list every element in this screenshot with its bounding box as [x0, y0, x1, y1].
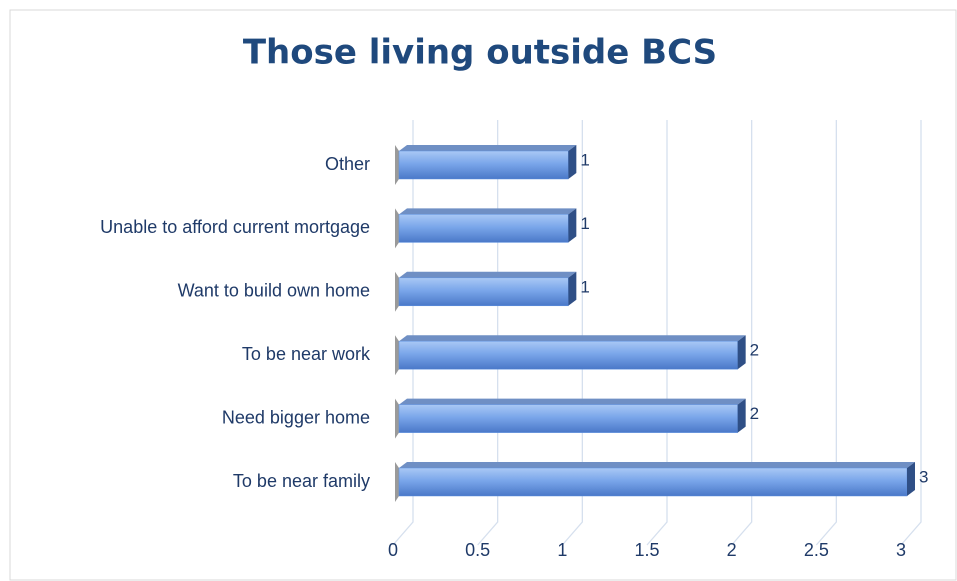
bar [398, 467, 908, 497]
bar-top [399, 271, 577, 278]
grid-line [900, 120, 922, 546]
bar-end [568, 271, 577, 306]
data-label: 2 [750, 404, 759, 423]
chart-title: Those living outside BCS [243, 33, 717, 73]
data-label: 2 [750, 341, 759, 360]
x-tick-label: 2 [727, 540, 737, 560]
bar-start [395, 335, 399, 376]
bar-top [399, 462, 915, 468]
bar-start [395, 208, 399, 249]
grid-line [561, 120, 583, 546]
bar-end [907, 462, 915, 496]
grid-line [731, 120, 753, 546]
x-tick-label: 1.5 [634, 540, 659, 560]
bar-end [568, 145, 577, 179]
data-label: 1 [580, 277, 589, 296]
bar-start [395, 271, 399, 312]
grid-line [477, 120, 499, 546]
x-tick-label: 0 [388, 540, 398, 560]
grid-line [646, 120, 668, 546]
bar [398, 214, 569, 243]
bar-top [399, 208, 577, 215]
x-tick-label: 3 [896, 540, 906, 560]
y-tick-label: Unable to afford current mortgage [100, 217, 370, 237]
y-tick-label: Other [325, 154, 370, 174]
x-tick-label: 1 [557, 540, 567, 560]
y-tick-label: Want to build own home [178, 281, 370, 301]
bar-end [737, 398, 746, 433]
bar-top [399, 145, 577, 151]
x-tick-label: 2.5 [804, 540, 829, 560]
bar [398, 404, 738, 433]
bar-top [399, 335, 746, 342]
bar-end [568, 208, 577, 243]
bar-top [399, 398, 746, 405]
bar-start [395, 145, 399, 185]
grid-line [815, 120, 837, 546]
data-label: 3 [919, 467, 928, 486]
bar [398, 277, 569, 307]
bar [398, 150, 569, 180]
x-tick-label: 0.5 [465, 540, 490, 560]
bar-start [395, 398, 399, 439]
grid-line [392, 120, 414, 546]
y-tick-label: To be near work [242, 344, 371, 364]
data-label: 1 [580, 150, 589, 169]
bar-end [737, 335, 746, 370]
y-tick-label: Need bigger home [222, 407, 370, 427]
bar [398, 340, 738, 370]
bar-start [395, 462, 399, 502]
y-tick-label: To be near family [233, 471, 370, 491]
data-label: 1 [580, 214, 589, 233]
